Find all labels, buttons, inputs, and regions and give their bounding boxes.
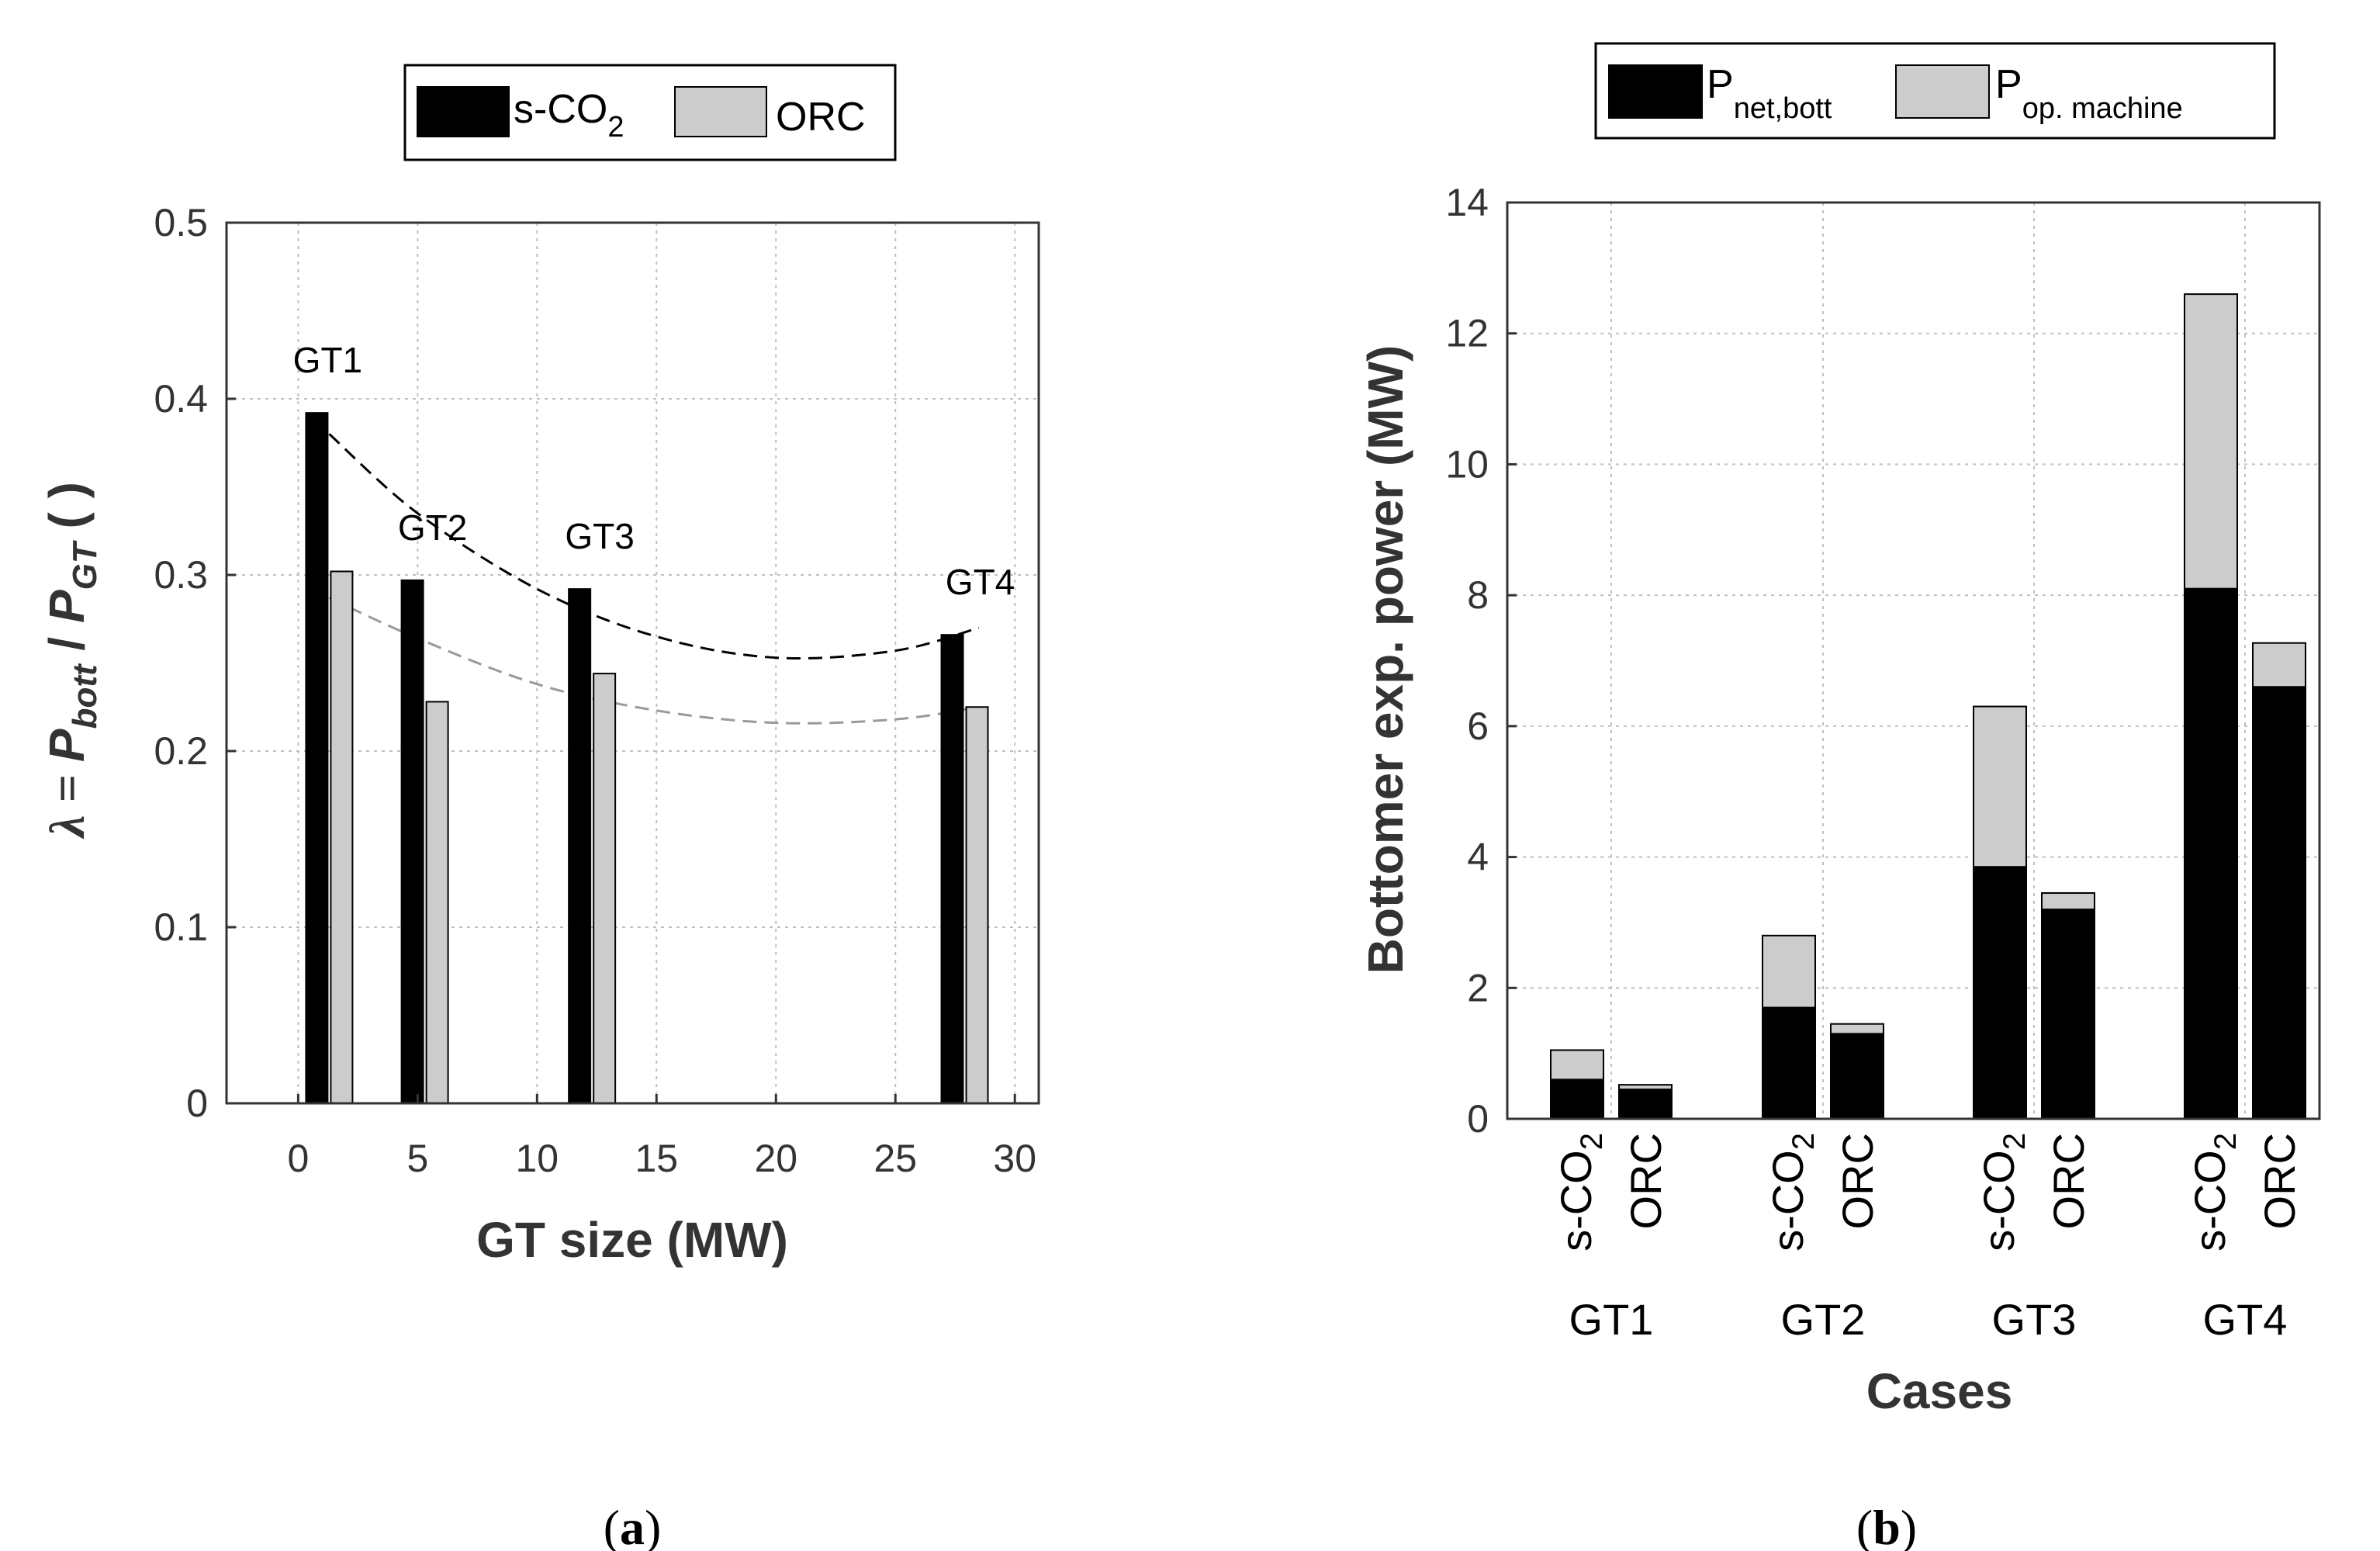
y-tick-label-a-1: 0.1 [154, 905, 208, 949]
annotation-gt3: GT3 [565, 516, 634, 556]
y-tick-label-b-3: 6 [1467, 705, 1489, 748]
x-axis-label-a: GT size (MW) [476, 1212, 788, 1268]
bar-label-scco2-gt2: s-CO2 [1763, 1133, 1821, 1252]
bar-net-scco2-gt1 [1550, 1078, 1604, 1120]
y-tick-label-a-3: 0.3 [154, 553, 208, 597]
y-tick-label-a-5: 0.5 [154, 201, 208, 244]
x-ticks-a: 0 5 10 15 20 25 30 [287, 1094, 1036, 1180]
annotation-gt4: GT4 [946, 562, 1015, 602]
bar-op-orc-gt3 [2041, 891, 2095, 911]
y-tick-label-b-1: 2 [1467, 966, 1489, 1009]
y-ticks-a: 0 0.1 0.2 0.3 0.4 0.5 [154, 201, 236, 1125]
bar-op-scco2-gt2 [1762, 934, 1816, 1009]
bar-scco2-gt3 [568, 588, 592, 1104]
bar-label-orc-gt2: ORC [1833, 1133, 1882, 1229]
bar-label-scco2-gt4: s-CO2 [2185, 1133, 2243, 1252]
legend-b-swatch-op [1895, 64, 1990, 119]
bar-scco2-gt4 [940, 634, 964, 1104]
bar-orc-gt2 [425, 701, 449, 1104]
bar-op-orc-gt1 [1618, 1084, 1673, 1091]
bar-label-orc-gt3: ORC [2044, 1133, 2093, 1229]
legend-b-swatch-net [1608, 64, 1703, 119]
group-label-gt2: GT2 [1781, 1295, 1866, 1344]
y-tick-label-b-6: 12 [1445, 312, 1489, 355]
bar-net-scco2-gt3 [1973, 866, 2027, 1120]
panel-a: s-CO2 ORC GT1 GT2 GT3 GT4 0 5 10 15 20 25 30 0 0.1… [39, 64, 1040, 1551]
y-tick-label-b-2: 4 [1467, 836, 1489, 879]
legend-b-label-net: Pnet,bott [1707, 62, 1832, 125]
bar-label-scco2-gt3: s-CO2 [1974, 1133, 2032, 1252]
y-ticks-b: 0 2 4 6 8 10 12 14 [1445, 181, 1517, 1141]
bar-net-orc-gt1 [1618, 1089, 1673, 1120]
y-tick-label-b-4: 8 [1467, 573, 1489, 617]
legend-a-swatch-scco2 [417, 86, 510, 137]
plot-area-a [227, 223, 1039, 1103]
bar-op-scco2-gt3 [1973, 705, 2027, 868]
bar-label-scco2-gt1: s-CO2 [1551, 1133, 1609, 1252]
x-tick-label-a-0: 0 [287, 1137, 309, 1180]
trend-line-scco2 [328, 433, 980, 660]
x-tick-label-a-6: 30 [993, 1137, 1036, 1180]
x-tick-label-a-5: 25 [873, 1137, 917, 1180]
bar-orc-gt1 [330, 570, 354, 1104]
annotation-gt1: GT1 [293, 340, 362, 380]
bars-a [305, 412, 989, 1104]
bar-net-scco2-gt2 [1762, 1006, 1816, 1120]
plot-frame-b [1506, 201, 2321, 1120]
bar-op-scco2-gt4 [2184, 293, 2238, 590]
bar-net-orc-gt2 [1830, 1033, 1884, 1120]
legend-b: Pnet,bott Pop. machine [1594, 42, 2276, 140]
legend-a: s-CO2 ORC [403, 64, 897, 161]
x-tick-label-a-3: 15 [635, 1137, 678, 1180]
y-tick-label-a-2: 0.2 [154, 729, 208, 773]
plot-frame-a [225, 221, 1040, 1105]
x-tick-label-a-4: 20 [754, 1137, 797, 1180]
legend-b-label-op: Pop. machine [1995, 62, 2183, 125]
legend-a-label-orc: ORC [776, 95, 866, 140]
bars-b [1550, 293, 2306, 1120]
group-label-gt4: GT4 [2203, 1295, 2288, 1344]
legend-a-label-scco2: s-CO2 [514, 87, 624, 144]
y-tick-label-b-7: 14 [1445, 181, 1489, 224]
y-tick-label-b-5: 10 [1445, 442, 1489, 486]
bar-label-orc-gt1: ORC [1621, 1133, 1670, 1229]
bar-orc-gt3 [593, 673, 617, 1104]
group-label-gt1: GT1 [1569, 1295, 1654, 1344]
panel-label-b: (b) [1856, 1500, 1917, 1551]
bar-label-orc-gt4: ORC [2255, 1133, 2304, 1229]
bar-scco2-gt1 [305, 412, 329, 1104]
bar-net-orc-gt4 [2252, 686, 2306, 1120]
y-tick-label-b-0: 0 [1467, 1097, 1489, 1141]
y-tick-label-a-0: 0 [186, 1082, 208, 1125]
bar-net-scco2-gt4 [2184, 587, 2238, 1120]
annotations-a: GT1 GT2 GT3 GT4 [293, 340, 1015, 602]
panel-b: Pnet,bott Pop. machine 0 2 4 6 8 10 12 14 s-CO2… [1358, 42, 2321, 1551]
y-axis-label-a: λ = Pbott / PGT ( ) [39, 482, 104, 840]
x-axis-label-b: Cases [1866, 1363, 2013, 1419]
y-axis-label-b: Bottomer exp. power (MW) [1358, 345, 1413, 975]
group-label-gt3: GT3 [1992, 1295, 2077, 1344]
bar-orc-gt4 [965, 706, 989, 1104]
legend-a-swatch-orc [674, 86, 767, 137]
bar-scco2-gt2 [400, 579, 424, 1104]
x-tick-label-a-2: 10 [516, 1137, 559, 1180]
x-tick-label-a-1: 5 [406, 1137, 428, 1180]
annotation-gt2: GT2 [398, 507, 467, 548]
panel-label-a: (a) [604, 1500, 662, 1551]
bar-op-orc-gt4 [2252, 642, 2306, 688]
y-tick-label-a-4: 0.4 [154, 377, 208, 421]
bar-op-orc-gt2 [1830, 1023, 1884, 1035]
bar-net-orc-gt3 [2041, 909, 2095, 1120]
bar-op-scco2-gt1 [1550, 1049, 1604, 1081]
